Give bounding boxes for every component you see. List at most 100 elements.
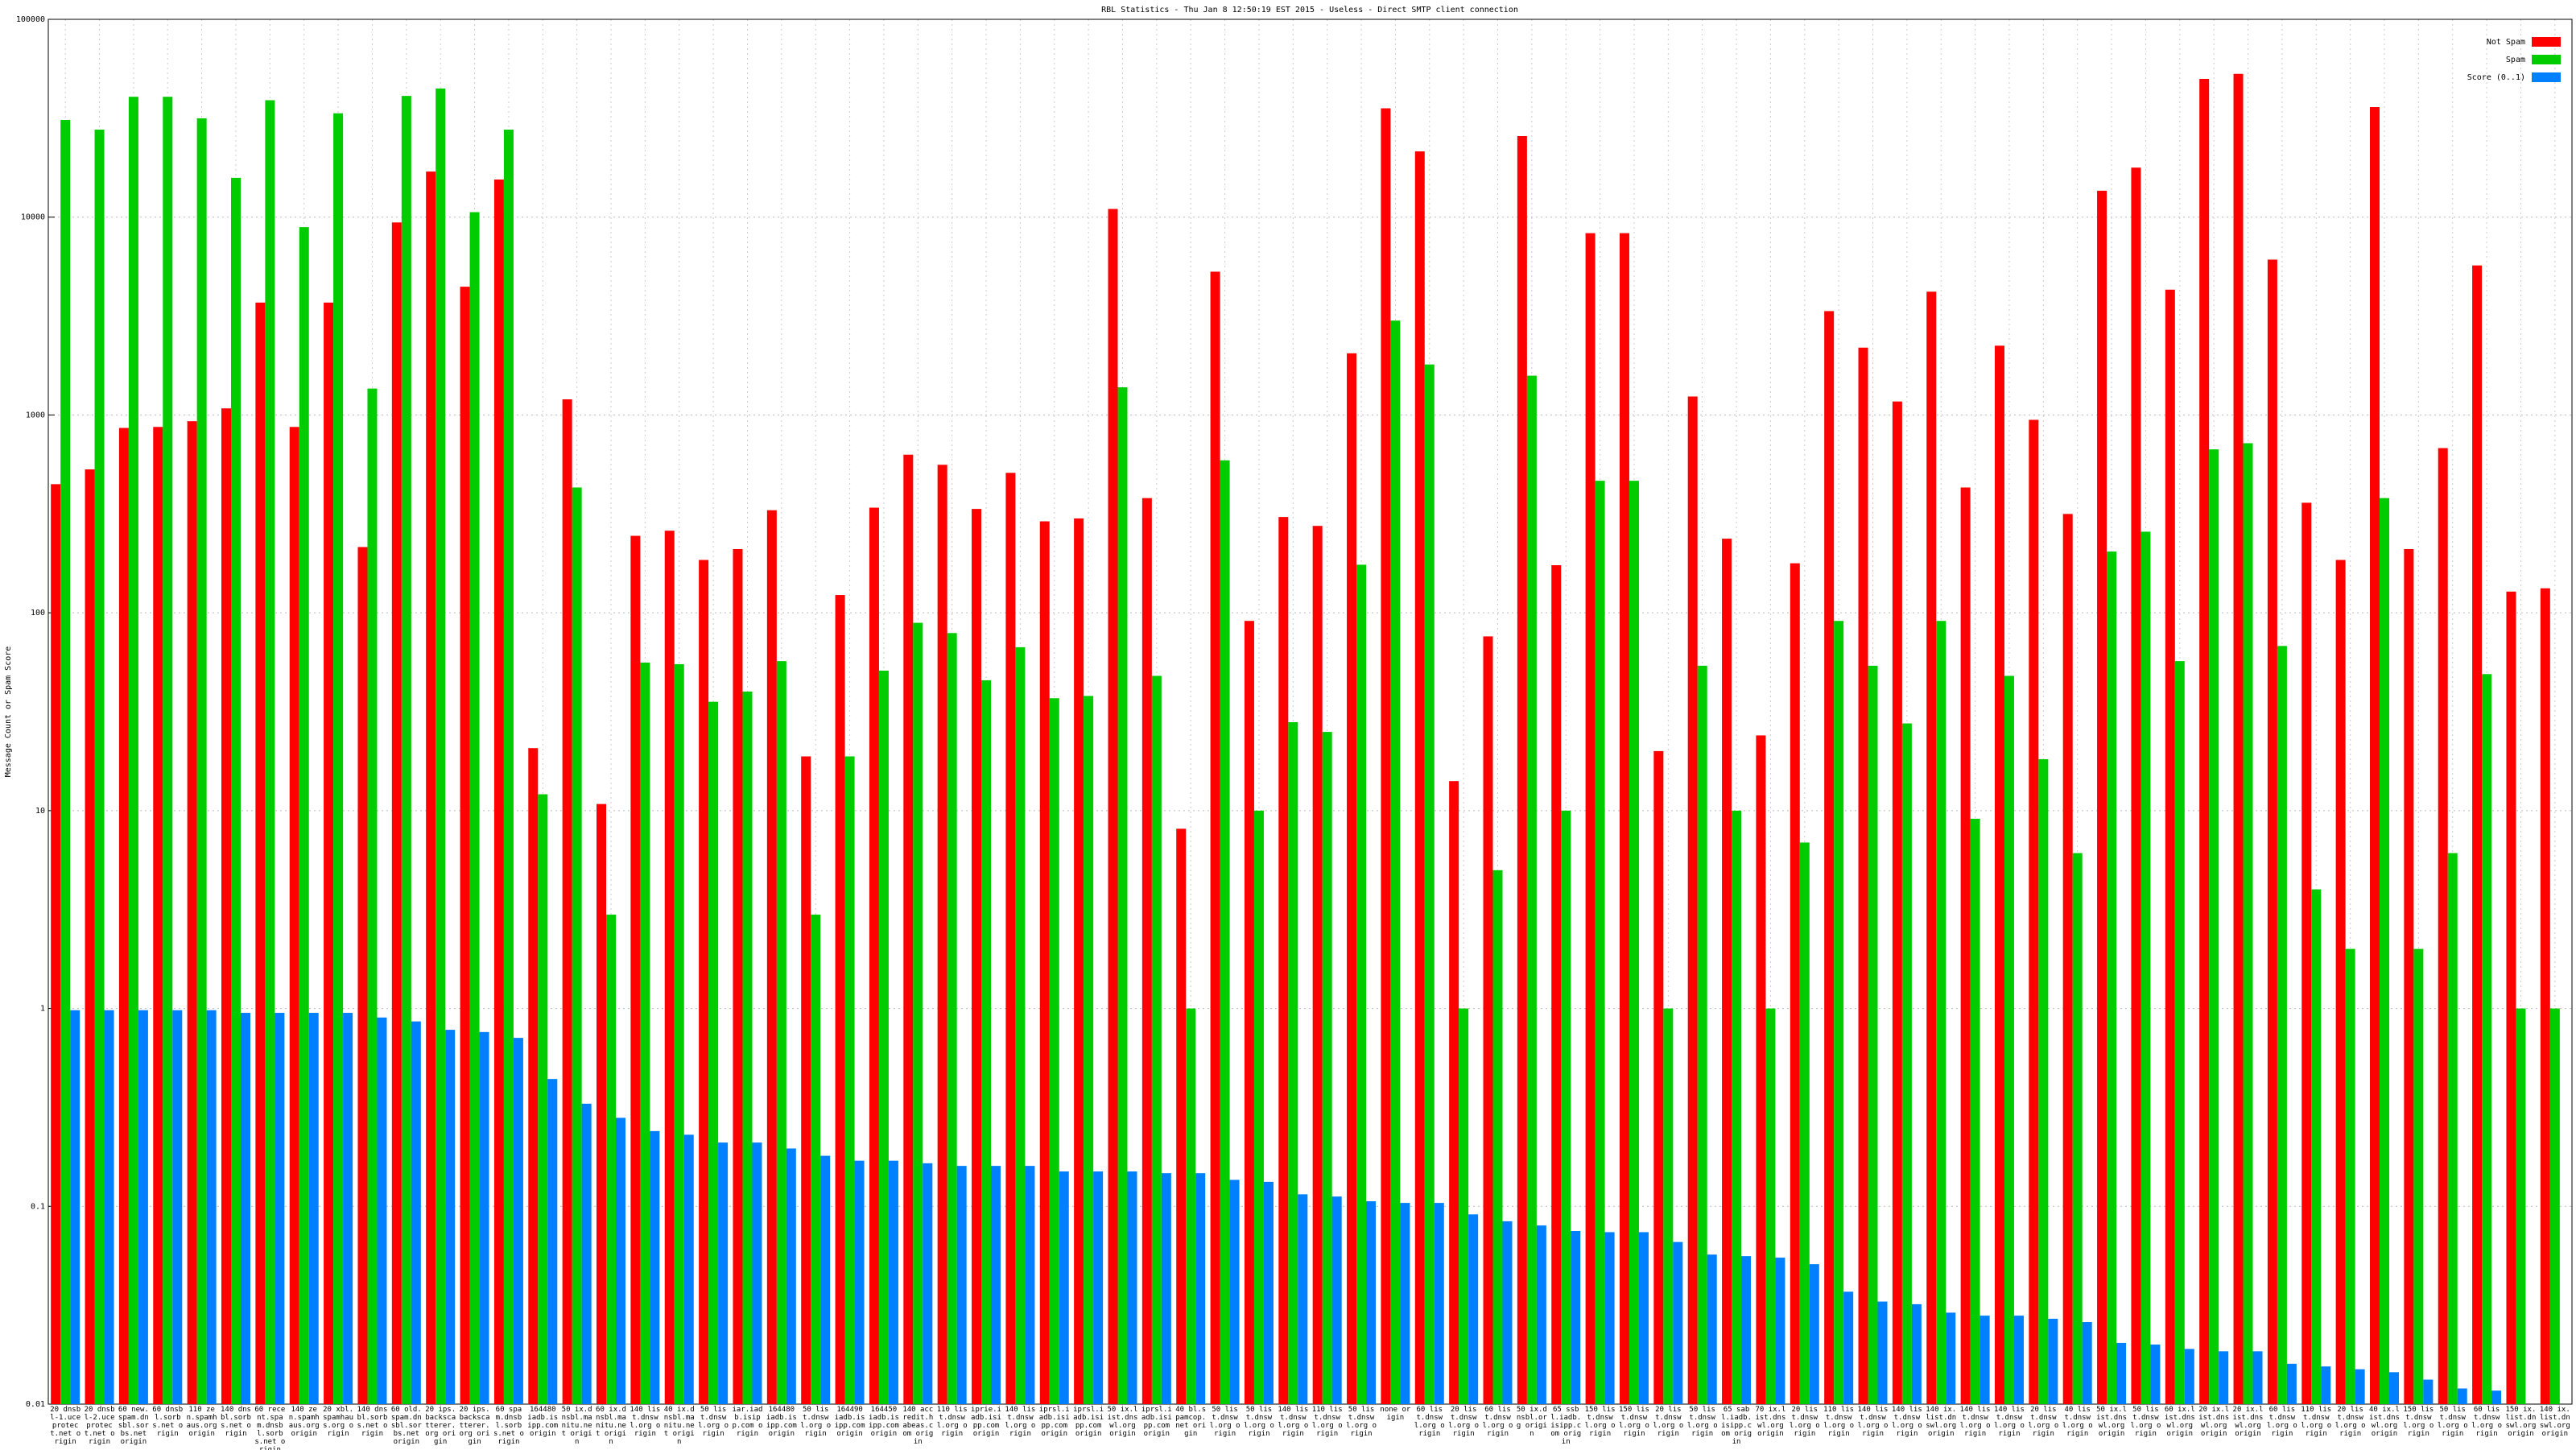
legend-label: Score (0..1) <box>2467 73 2525 82</box>
bar <box>1629 481 1639 1404</box>
bar <box>811 915 821 1404</box>
bar <box>2472 265 2483 1404</box>
bar <box>2321 1366 2331 1404</box>
legend-label: Not Spam <box>2487 38 2525 47</box>
bar <box>60 119 71 1404</box>
bar <box>1834 621 1844 1404</box>
bar <box>85 469 95 1404</box>
bar <box>708 701 719 1404</box>
x-tick-label: 110 list.dnswl.org origin <box>1823 1406 1855 1438</box>
bar <box>2379 498 2389 1404</box>
bar <box>2413 948 2424 1404</box>
bar <box>1039 521 1050 1404</box>
bar <box>1312 526 1323 1404</box>
legend-swatch <box>2532 37 2561 47</box>
bar <box>640 663 650 1404</box>
bar <box>2097 190 2107 1405</box>
x-tick-label: 20 ips.backscatterer.org origin <box>459 1406 490 1446</box>
bar <box>265 100 275 1404</box>
bar <box>2174 661 2185 1404</box>
bar <box>1253 810 1264 1404</box>
bar <box>2219 1351 2229 1404</box>
bar <box>1517 135 1527 1405</box>
x-tick-label: none origin <box>1380 1406 1411 1422</box>
bar <box>581 1103 592 1404</box>
bar <box>2311 889 2322 1404</box>
x-tick-label: 20 list.dnswl.org origin <box>1653 1406 1684 1438</box>
bar <box>2150 1345 2161 1404</box>
bar <box>630 535 641 1404</box>
bar <box>2004 675 2014 1404</box>
bar <box>1059 1171 1069 1404</box>
bar <box>469 212 480 1404</box>
x-tick-label: 140 ix.list.dnswl.org origin <box>1926 1406 1957 1438</box>
bar <box>2107 551 2117 1405</box>
bar <box>991 1166 1001 1404</box>
x-tick-label: 110 list.dnswl.org origin <box>1311 1406 1343 1438</box>
bar <box>308 1013 319 1404</box>
bar <box>1288 721 1298 1404</box>
x-tick-label: 50 ix.list.dnswl.org origin <box>2096 1406 2128 1438</box>
bar <box>2082 1322 2092 1404</box>
bar <box>2491 1390 2502 1404</box>
bar <box>2184 1349 2194 1404</box>
bar <box>1960 487 1971 1404</box>
bar <box>2388 1372 2399 1404</box>
bar <box>597 803 607 1404</box>
x-tick-label: 50 ix.dnsbl.manitu.net origin <box>561 1406 592 1446</box>
x-tick-label: 60 list.dnswl.org origin <box>1414 1406 1445 1438</box>
bar <box>2243 443 2253 1404</box>
x-tick-label: 60 list.dnswl.org origin <box>2266 1406 2297 1438</box>
x-tick-label: 150 list.dnswl.org origin <box>1584 1406 1616 1438</box>
bar <box>231 177 242 1405</box>
y-tick-label: 10000 <box>21 213 45 222</box>
bar <box>674 663 684 1404</box>
legend-swatch <box>2532 72 2561 82</box>
bar <box>1536 1225 1546 1404</box>
bar <box>1220 460 1230 1404</box>
bar <box>786 1148 796 1404</box>
bar <box>913 622 923 1404</box>
x-tick-label: 20 list.dnswl.org origin <box>1789 1406 1820 1438</box>
x-tick-label: 20 xbl.spamhaus.org origin <box>323 1406 354 1438</box>
bar <box>1322 732 1332 1404</box>
bar <box>1381 108 1391 1404</box>
bar <box>1015 647 1026 1404</box>
x-tick-label: 60 old.spam.dnsbl.sorbs.net origin <box>390 1406 422 1446</box>
bar <box>1561 810 1571 1404</box>
x-tick-label: 20 ips.backscatterer.org origin <box>425 1406 456 1446</box>
bar <box>1108 209 1118 1405</box>
bar <box>2062 514 2073 1405</box>
bar <box>1946 1312 1956 1404</box>
bar <box>391 222 402 1405</box>
bar <box>1979 1316 1990 1404</box>
bar <box>275 1013 285 1404</box>
bar <box>1356 564 1367 1404</box>
bar <box>1790 563 1800 1404</box>
bar <box>94 129 105 1404</box>
bar <box>2048 1319 2058 1404</box>
bar <box>2277 646 2287 1404</box>
bar <box>1229 1179 1240 1404</box>
bar <box>1186 1008 1196 1404</box>
bar <box>1210 271 1220 1405</box>
bar <box>2335 560 2346 1405</box>
bar <box>2355 1369 2365 1404</box>
bar <box>718 1142 729 1404</box>
x-tick-label: iprie.iadb.isipp.com origin <box>971 1406 1001 1438</box>
bar <box>1604 1232 1615 1404</box>
bar <box>1722 539 1732 1405</box>
bar <box>1278 517 1289 1404</box>
bar <box>1244 621 1254 1404</box>
bar <box>1502 1221 1513 1404</box>
bar <box>2072 853 2083 1404</box>
bar <box>854 1160 865 1404</box>
x-tick-label: 164480 iadb.isipp.com origin <box>527 1406 559 1438</box>
x-tick-label: iprsl.iadb.isipp.com origin <box>1038 1406 1070 1438</box>
bar <box>699 560 709 1405</box>
y-tick-label: 1 <box>40 1005 45 1014</box>
bar <box>196 118 207 1404</box>
bar <box>377 1017 387 1404</box>
x-tick-label: 110 list.dnswl.org origin <box>936 1406 968 1438</box>
bar <box>324 302 334 1405</box>
